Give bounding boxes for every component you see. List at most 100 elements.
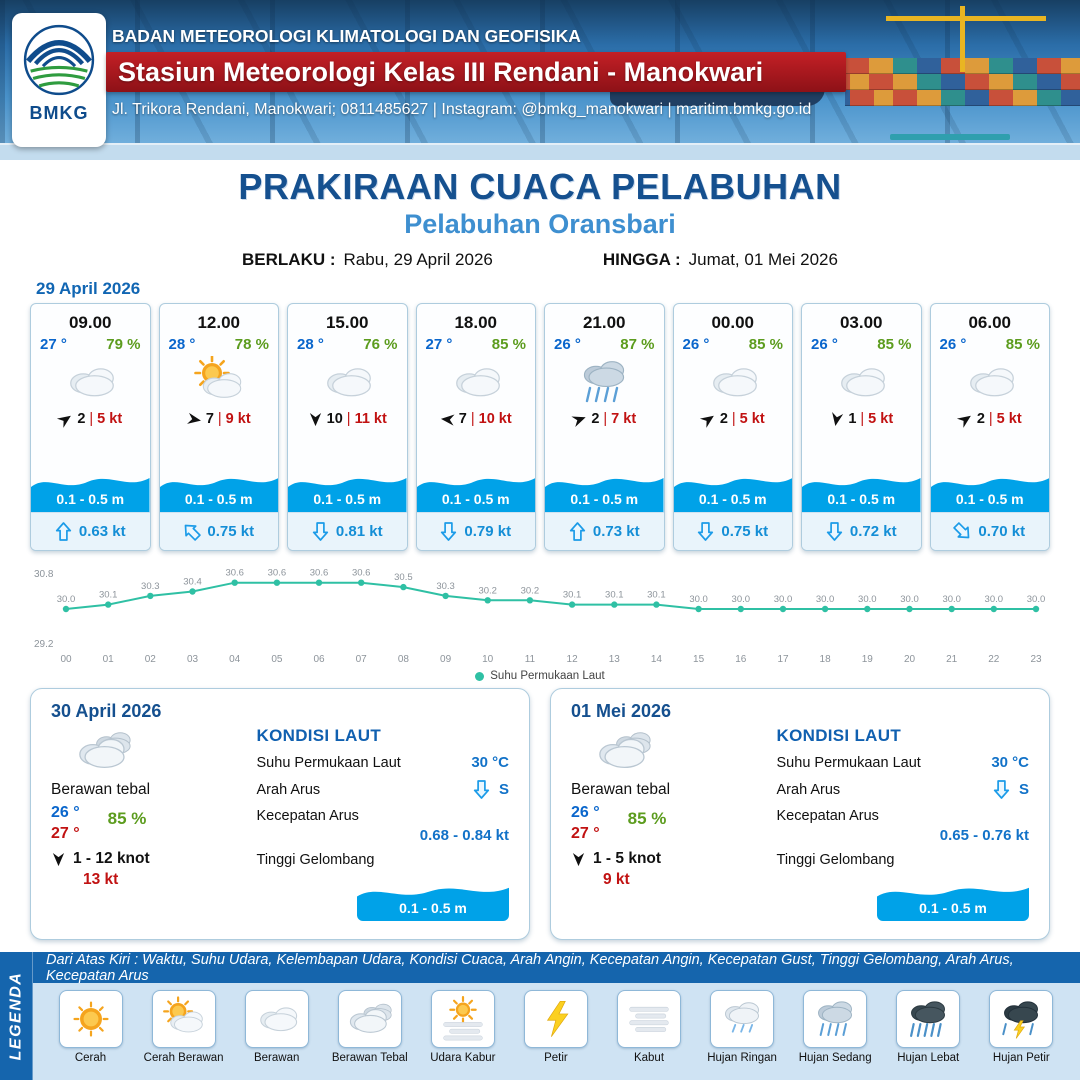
svg-text:30.3: 30.3 xyxy=(436,581,455,592)
current-row: 0.70 kt xyxy=(930,512,1049,550)
wave-height-value: 0.1 - 0.5 m xyxy=(827,491,896,507)
current-direction-value: S xyxy=(498,781,509,798)
legend-description: Dari Atas Kiri : Waktu, Suhu Udara, Kele… xyxy=(0,952,1080,984)
air-temperature: 27 ° xyxy=(425,336,453,353)
hourly-forecast-row: 09.00 27 ° 79 % 2 | 5 kt 0.1 - 0.5 m 0.6… xyxy=(30,303,1050,551)
current-speed: 0.81 kt xyxy=(335,523,383,540)
current-row: 0.73 kt xyxy=(545,512,664,550)
wave-icon xyxy=(877,875,1029,921)
svg-text:30.8: 30.8 xyxy=(34,569,54,580)
wave-height-band: 0.1 - 0.5 m xyxy=(159,465,278,512)
station-name: Stasiun Meteorologi Kelas III Rendani - … xyxy=(118,56,764,87)
chart-legend-label: Suhu Permukaan Laut xyxy=(490,670,605,682)
wave-icon xyxy=(673,465,792,512)
svg-text:09: 09 xyxy=(440,654,452,665)
humidity-value: 85 % xyxy=(877,336,912,353)
wave-height-band: 0.1 - 0.5 m xyxy=(545,465,664,512)
legend-item-label: Hujan Lebat xyxy=(897,1052,960,1064)
legend-item: Hujan Petir xyxy=(976,990,1066,1064)
svg-text:20: 20 xyxy=(904,654,916,665)
legenda-vertical-strip: LEGENDA xyxy=(0,952,33,1080)
separator: | xyxy=(988,411,993,427)
svg-text:30.0: 30.0 xyxy=(689,594,708,605)
org-name: BADAN METEOROLOGI KLIMATOLOGI DAN GEOFIS… xyxy=(112,26,581,46)
legend-item-label: Cerah xyxy=(74,1052,107,1064)
wave-height-band: 0.1 - 0.5 m xyxy=(416,465,535,512)
current-direction-icon xyxy=(178,518,205,545)
station-banner: Stasiun Meteorologi Kelas III Rendani - … xyxy=(106,52,846,92)
wind-direction-icon xyxy=(570,409,589,428)
weather-icon xyxy=(57,356,123,408)
temp-min: 26 ° xyxy=(571,804,600,821)
wind-direction-icon xyxy=(51,852,66,867)
separator: | xyxy=(603,411,608,427)
current-speed: 0.72 kt xyxy=(849,523,897,540)
wave-height-value: 0.1 - 0.5 m xyxy=(399,900,467,916)
legend-item: Hujan Ringan xyxy=(697,990,787,1064)
humidity-value: 85 % xyxy=(1005,336,1040,353)
wind-speed: 10 xyxy=(326,411,343,427)
humidity-value: 85 % xyxy=(491,336,526,353)
weather-icon xyxy=(803,990,868,1048)
weather-icon xyxy=(989,990,1054,1048)
svg-text:30.1: 30.1 xyxy=(647,590,666,601)
wind-speed: 2 xyxy=(976,411,985,427)
bmkg-logo: BMKG xyxy=(12,13,106,147)
wave-height-band: 0.1 - 0.5 m xyxy=(802,465,921,512)
gust-speed: 11 kt xyxy=(354,411,387,427)
legend-item: Cerah Berawan xyxy=(139,990,229,1064)
separator: | xyxy=(217,411,222,427)
svg-text:08: 08 xyxy=(398,654,410,665)
daily-gust-speed: 9 kt xyxy=(603,871,630,888)
legenda-vertical-label: LEGENDA xyxy=(7,971,25,1061)
current-row: 0.72 kt xyxy=(802,512,921,550)
temp-max: 27 ° xyxy=(571,825,600,842)
svg-text:21: 21 xyxy=(946,654,958,665)
wind-direction-icon xyxy=(308,412,323,427)
sst-value: 30 °C xyxy=(991,754,1029,771)
air-temperature: 27 ° xyxy=(40,336,67,353)
weather-icon xyxy=(151,990,216,1048)
current-direction-icon xyxy=(993,779,1010,800)
svg-text:30.1: 30.1 xyxy=(563,590,582,601)
sst-label: Suhu Permukaan Laut xyxy=(256,754,401,771)
daily-date: 01 Mei 2026 xyxy=(571,701,672,721)
current-direction-icon xyxy=(949,518,976,545)
wave-icon xyxy=(31,465,150,512)
svg-text:30.2: 30.2 xyxy=(478,585,497,596)
wave-value-box: 0.1 - 0.5 m xyxy=(357,875,509,921)
daily-humidity: 85 % xyxy=(627,809,667,828)
weather-icon xyxy=(587,724,661,778)
svg-text:30.0: 30.0 xyxy=(900,594,919,605)
seats-illustration xyxy=(890,134,1010,140)
wind-direction-icon xyxy=(439,411,455,427)
current-speed: 0.75 kt xyxy=(207,523,255,540)
svg-text:05: 05 xyxy=(271,654,283,665)
separator: | xyxy=(346,411,351,427)
weather-icon xyxy=(186,355,252,408)
wave-label: Tinggi Gelombang xyxy=(776,852,895,868)
forecast-time: 06.00 xyxy=(968,313,1012,332)
header: BMKG BADAN METEOROLOGI KLIMATOLOGI DAN G… xyxy=(0,0,1080,160)
sst-label: Suhu Permukaan Laut xyxy=(776,754,921,771)
wind-direction-icon xyxy=(698,409,719,430)
svg-text:30.2: 30.2 xyxy=(521,585,540,596)
weather-icon xyxy=(700,356,766,408)
svg-text:30.6: 30.6 xyxy=(352,568,371,579)
wave-height-value: 0.1 - 0.5 m xyxy=(56,491,125,507)
page-title: PRAKIRAAN CUACA PELABUHAN xyxy=(238,166,842,207)
humidity-value: 87 % xyxy=(620,336,655,353)
current-speed: 0.63 kt xyxy=(78,523,126,540)
legend-item-label: Hujan Petir xyxy=(992,1052,1050,1064)
wind-row: 1 | 5 kt xyxy=(802,411,921,427)
air-temperature: 26 ° xyxy=(939,336,967,353)
current-direction-icon xyxy=(55,521,72,542)
current-direction-icon xyxy=(312,521,329,542)
sst-value: 30 °C xyxy=(471,754,509,771)
svg-text:30.0: 30.0 xyxy=(774,594,793,605)
wave-value-box: 0.1 - 0.5 m xyxy=(877,875,1029,921)
hourly-forecast-card: 09.00 27 ° 79 % 2 | 5 kt 0.1 - 0.5 m 0.6… xyxy=(30,303,151,551)
weather-icon xyxy=(617,990,681,1048)
daily-forecast-card: 30 April 2026 Berawan tebal 26 ° 27 ° 85… xyxy=(30,688,530,940)
svg-text:29.2: 29.2 xyxy=(34,639,54,650)
